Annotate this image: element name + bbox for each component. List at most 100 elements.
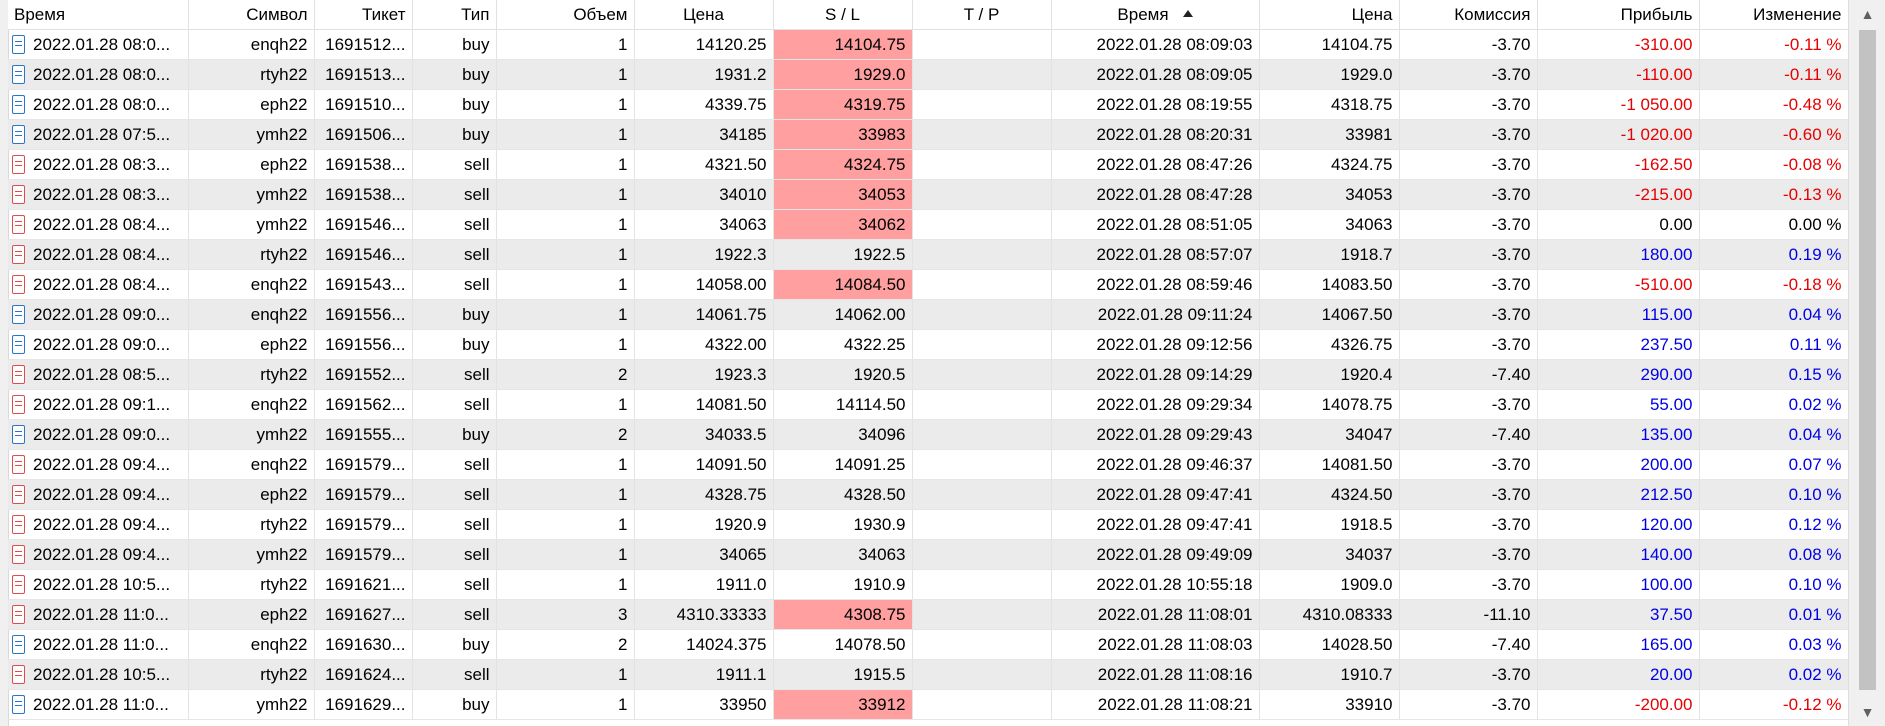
- time-open-text: 2022.01.28 10:5...: [33, 574, 171, 594]
- cell-price-close: 14081.50: [1259, 449, 1400, 480]
- cell-commission: -3.70: [1399, 569, 1538, 600]
- cell-time-close: 2022.01.28 11:08:01: [1051, 599, 1260, 630]
- cell-symbol: ymh22: [188, 539, 315, 570]
- column-header-price-open[interactable]: Цена: [634, 0, 774, 30]
- column-header-volume[interactable]: Объем: [496, 0, 635, 30]
- table-row[interactable]: 2022.01.28 11:0... ymh22 1691629... buy 1 339…: [8, 689, 1848, 720]
- cell-volume: 1: [496, 539, 635, 570]
- column-header-time-close-label: Время: [1117, 4, 1169, 24]
- table-row[interactable]: 2022.01.28 08:4... ymh22 1691546... sell 1 34…: [8, 209, 1848, 240]
- table-row[interactable]: 2022.01.28 08:3... eph22 1691538... sell 1 43…: [8, 149, 1848, 180]
- time-open-text: 2022.01.28 09:4...: [33, 484, 171, 504]
- cell-sl: 14091.25: [773, 449, 913, 480]
- table-row[interactable]: 2022.01.28 10:5... rtyh22 1691621... sell 1 1…: [8, 569, 1848, 600]
- cell-profit: 37.50: [1537, 599, 1700, 630]
- table-row[interactable]: 2022.01.28 09:0... ymh22 1691555... buy 2 340…: [8, 419, 1848, 450]
- table-row[interactable]: 2022.01.28 08:5... rtyh22 1691552... sell 2 1…: [8, 359, 1848, 390]
- time-open-text: 2022.01.28 08:0...: [33, 34, 171, 54]
- cell-profit: 135.00: [1537, 419, 1700, 450]
- cell-price-close: 4324.75: [1259, 149, 1400, 180]
- scroll-up-arrow-icon[interactable]: ▲: [1860, 6, 1875, 22]
- sell-order-icon: [12, 664, 25, 684]
- column-header-ticket[interactable]: Тикет: [314, 0, 413, 30]
- cell-price-open: 34010: [634, 179, 774, 210]
- table-row[interactable]: 2022.01.28 11:0... eph22 1691627... sell 3 43…: [8, 599, 1848, 630]
- table-row[interactable]: 2022.01.28 09:4... eph22 1691579... sell 1 43…: [8, 479, 1848, 510]
- table-row[interactable]: 2022.01.28 08:0... eph22 1691510... buy 1 433…: [8, 89, 1848, 120]
- cell-ticket: 1691630...: [314, 629, 413, 660]
- cell-time-open: 2022.01.28 11:0...: [8, 599, 189, 630]
- cell-price-open: 4321.50: [634, 149, 774, 180]
- table-row[interactable]: 2022.01.28 08:4... enqh22 1691543... sell 1 1…: [8, 269, 1848, 300]
- table-row[interactable]: 2022.01.28 08:0... rtyh22 1691513... buy 1 19…: [8, 59, 1848, 90]
- column-header-type[interactable]: Тип: [412, 0, 497, 30]
- cell-commission: -3.70: [1399, 89, 1538, 120]
- scroll-down-arrow-icon[interactable]: ▼: [1860, 704, 1875, 720]
- cell-profit: -200.00: [1537, 689, 1700, 720]
- cell-time-close: 2022.01.28 08:59:46: [1051, 269, 1260, 300]
- cell-symbol: ymh22: [188, 419, 315, 450]
- cell-price-open: 34185: [634, 119, 774, 150]
- cell-volume: 1: [496, 239, 635, 270]
- table-row[interactable]: 2022.01.28 10:5... rtyh22 1691624... sell 1 1…: [8, 659, 1848, 690]
- cell-time-close: 2022.01.28 08:57:07: [1051, 239, 1260, 270]
- cell-volume: 1: [496, 89, 635, 120]
- cell-profit: 0.00: [1537, 209, 1700, 240]
- cell-time-open: 2022.01.28 09:0...: [8, 299, 189, 330]
- column-header-tp[interactable]: T / P: [912, 0, 1052, 30]
- cell-volume: 1: [496, 209, 635, 240]
- header-row: Время Символ Тикет Тип Объем Цена S / L …: [8, 0, 1848, 30]
- table-row[interactable]: 2022.01.28 09:0... eph22 1691556... buy 1 432…: [8, 329, 1848, 360]
- cell-time-close: 2022.01.28 08:47:26: [1051, 149, 1260, 180]
- cell-time-close: 2022.01.28 08:47:28: [1051, 179, 1260, 210]
- cell-volume: 1: [496, 449, 635, 480]
- cell-symbol: ymh22: [188, 179, 315, 210]
- cell-sl: 1915.5: [773, 659, 913, 690]
- cell-volume: 1: [496, 119, 635, 150]
- cell-symbol: rtyh22: [188, 59, 315, 90]
- cell-profit: -110.00: [1537, 59, 1700, 90]
- cell-type: sell: [412, 539, 497, 570]
- cell-type: sell: [412, 359, 497, 390]
- cell-tp: [912, 479, 1052, 510]
- cell-tp: [912, 509, 1052, 540]
- cell-price-close: 1920.4: [1259, 359, 1400, 390]
- cell-tp: [912, 689, 1052, 720]
- column-header-time-open[interactable]: Время: [8, 0, 189, 30]
- column-header-profit[interactable]: Прибыль: [1537, 0, 1700, 30]
- column-header-sl[interactable]: S / L: [773, 0, 913, 30]
- table-row[interactable]: 2022.01.28 08:3... ymh22 1691538... sell 1 34…: [8, 179, 1848, 210]
- column-header-change[interactable]: Изменение: [1699, 0, 1848, 30]
- table-row[interactable]: 2022.01.28 09:4... rtyh22 1691579... sell 1 1…: [8, 509, 1848, 540]
- table-row[interactable]: 2022.01.28 09:4... ymh22 1691579... sell 1 34…: [8, 539, 1848, 570]
- table-row[interactable]: 2022.01.28 09:0... enqh22 1691556... buy 1 14…: [8, 299, 1848, 330]
- table-row[interactable]: 2022.01.28 07:5... ymh22 1691506... buy 1 341…: [8, 119, 1848, 150]
- column-header-commission[interactable]: Комиссия: [1399, 0, 1538, 30]
- time-open-text: 2022.01.28 09:4...: [33, 454, 171, 474]
- cell-time-open: 2022.01.28 09:0...: [8, 329, 189, 360]
- cell-commission: -3.70: [1399, 119, 1538, 150]
- table-row[interactable]: 2022.01.28 09:1... enqh22 1691562... sell 1 1…: [8, 389, 1848, 420]
- cell-volume: 1: [496, 329, 635, 360]
- cell-type: sell: [412, 599, 497, 630]
- table-row[interactable]: 2022.01.28 09:4... enqh22 1691579... sell 1 1…: [8, 449, 1848, 480]
- cell-time-open: 2022.01.28 09:4...: [8, 509, 189, 540]
- table-row[interactable]: 2022.01.28 08:4... rtyh22 1691546... sell 1 1…: [8, 239, 1848, 270]
- column-header-price-close[interactable]: Цена: [1259, 0, 1400, 30]
- table-row[interactable]: 2022.01.28 11:0... enqh22 1691630... buy 2 14…: [8, 629, 1848, 660]
- column-header-time-close[interactable]: Время: [1051, 0, 1260, 30]
- cell-price-open: 4322.00: [634, 329, 774, 360]
- cell-change: -0.18 %: [1699, 269, 1848, 300]
- vertical-scrollbar[interactable]: ▲ ▼: [1848, 0, 1885, 726]
- cell-symbol: rtyh22: [188, 359, 315, 390]
- cell-change: 0.11 %: [1699, 329, 1848, 360]
- cell-commission: -3.70: [1399, 689, 1538, 720]
- cell-sl: 1910.9: [773, 569, 913, 600]
- cell-price-open: 4328.75: [634, 479, 774, 510]
- scrollbar-thumb[interactable]: [1859, 30, 1876, 690]
- cell-change: 0.00 %: [1699, 209, 1848, 240]
- cell-sl: 14084.50: [773, 269, 913, 300]
- cell-time-open: 2022.01.28 09:4...: [8, 449, 189, 480]
- column-header-symbol[interactable]: Символ: [188, 0, 315, 30]
- table-row[interactable]: 2022.01.28 08:0... enqh22 1691512... buy 1 14…: [8, 29, 1848, 60]
